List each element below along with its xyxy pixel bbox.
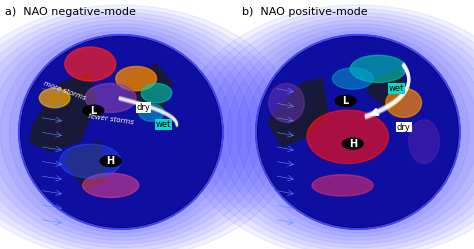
Ellipse shape: [312, 175, 373, 196]
Polygon shape: [368, 69, 409, 113]
Text: dry: dry: [397, 123, 410, 132]
Ellipse shape: [409, 120, 439, 164]
Ellipse shape: [19, 35, 223, 229]
Text: H: H: [107, 156, 115, 166]
Text: L: L: [343, 96, 349, 106]
Ellipse shape: [350, 55, 406, 82]
Ellipse shape: [85, 83, 136, 113]
Ellipse shape: [0, 12, 280, 249]
Ellipse shape: [9, 31, 232, 233]
Ellipse shape: [21, 37, 220, 227]
Polygon shape: [268, 79, 327, 146]
Polygon shape: [65, 142, 106, 190]
Ellipse shape: [228, 24, 474, 240]
Ellipse shape: [0, 16, 270, 248]
Ellipse shape: [0, 20, 261, 244]
Ellipse shape: [139, 104, 164, 121]
Ellipse shape: [60, 144, 121, 178]
Ellipse shape: [0, 5, 299, 249]
Ellipse shape: [0, 9, 289, 249]
Ellipse shape: [82, 173, 139, 197]
Text: fewer storms: fewer storms: [88, 113, 134, 125]
Polygon shape: [29, 74, 95, 151]
Ellipse shape: [246, 31, 469, 233]
Polygon shape: [126, 64, 172, 113]
Circle shape: [335, 95, 356, 106]
Circle shape: [100, 156, 121, 167]
Ellipse shape: [237, 27, 474, 237]
Ellipse shape: [332, 68, 373, 89]
Ellipse shape: [141, 83, 172, 103]
Text: a)  NAO negative-mode: a) NAO negative-mode: [5, 7, 136, 17]
Text: H: H: [349, 139, 357, 149]
Text: wet: wet: [156, 120, 172, 129]
Ellipse shape: [269, 83, 304, 122]
Ellipse shape: [180, 5, 474, 249]
Ellipse shape: [209, 16, 474, 248]
Ellipse shape: [116, 66, 156, 91]
Ellipse shape: [218, 20, 474, 244]
Ellipse shape: [386, 88, 421, 117]
Ellipse shape: [39, 88, 70, 108]
Ellipse shape: [65, 47, 116, 81]
Ellipse shape: [0, 24, 251, 240]
Text: L: L: [90, 106, 97, 116]
Ellipse shape: [190, 9, 474, 249]
Text: dry: dry: [137, 103, 150, 112]
Ellipse shape: [258, 37, 457, 227]
Ellipse shape: [0, 27, 242, 237]
Ellipse shape: [199, 12, 474, 249]
Text: b)  NAO positive-mode: b) NAO positive-mode: [242, 7, 367, 17]
Circle shape: [83, 105, 104, 116]
Circle shape: [342, 138, 363, 149]
Text: wet: wet: [389, 84, 404, 93]
Ellipse shape: [256, 35, 460, 229]
Ellipse shape: [307, 110, 389, 164]
Text: more storms: more storms: [43, 81, 87, 102]
